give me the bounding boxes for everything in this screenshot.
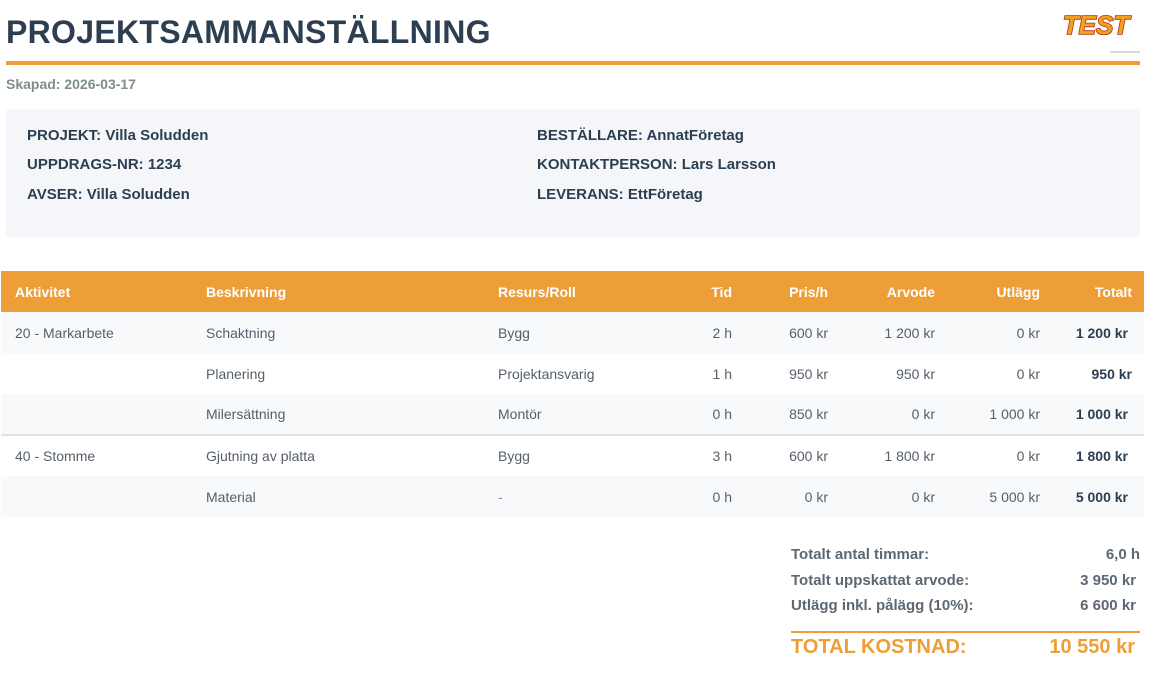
- cell-fee: 1 800 kr: [840, 435, 947, 476]
- grand-total-value: 10 550 kr: [1049, 636, 1135, 658]
- cell-total: 950 kr: [1052, 353, 1144, 394]
- project-info-panel: PROJEKT: Villa Soludden UPPDRAGS-NR: 123…: [6, 109, 1140, 237]
- test-logo: TEST: [1062, 10, 1132, 40]
- cell-rate: 600 kr: [744, 435, 840, 476]
- info-regarding: AVSER: Villa Soludden: [27, 186, 190, 203]
- summary-expenses-label: Utlägg inkl. pålägg (10%):: [791, 597, 974, 614]
- header-total: Totalt: [1052, 271, 1144, 312]
- header-activity: Aktivitet: [1, 271, 192, 312]
- title-divider: [6, 61, 1140, 65]
- cell-description: Gjutning av platta: [192, 435, 484, 476]
- cell-expenses: 0 kr: [947, 353, 1052, 394]
- cell-total: 1 800 kr: [1052, 435, 1144, 476]
- summary-hours-label: Totalt antal timmar:: [791, 546, 930, 563]
- info-project: PROJEKT: Villa Soludden: [27, 127, 209, 144]
- summary-hours-value: 6,0 h: [1105, 546, 1140, 563]
- cell-activity: [1, 353, 192, 394]
- info-contact-person: KONTAKTPERSON: Lars Larsson: [537, 156, 776, 173]
- header-expenses: Utlägg: [947, 271, 1052, 312]
- grand-total: TOTAL KOSTNAD: 10 550 kr: [791, 636, 1140, 660]
- cell-activity: 20 - Markarbete: [1, 312, 192, 353]
- cell-total: 1 200 kr: [1052, 312, 1144, 353]
- grand-total-label: TOTAL KOSTNAD:: [791, 636, 967, 658]
- cell-fee: 0 kr: [840, 394, 947, 436]
- created-date: Skapad: 2026-03-17: [6, 76, 136, 92]
- summary-hours: Totalt antal timmar: 6,0 h: [791, 546, 1140, 566]
- cell-fee: 0 kr: [840, 476, 947, 517]
- cell-activity: 40 - Stomme: [1, 435, 192, 476]
- cell-expenses: 0 kr: [947, 435, 1052, 476]
- header-fee: Arvode: [840, 271, 947, 312]
- cell-rate: 0 kr: [744, 476, 840, 517]
- table-header-row: Aktivitet Beskrivning Resurs/Roll Tid Pr…: [1, 271, 1144, 312]
- cell-fee: 950 kr: [840, 353, 947, 394]
- cell-rate: 950 kr: [744, 353, 840, 394]
- cell-description: Planering: [192, 353, 484, 394]
- summary-expenses: Utlägg inkl. pålägg (10%): 6 600 kr: [791, 597, 1140, 617]
- cell-time: 0 h: [654, 476, 744, 517]
- cell-total: 5 000 kr: [1052, 476, 1144, 517]
- cell-resource: Montör: [484, 394, 654, 436]
- cell-resource: Bygg: [484, 312, 654, 353]
- cell-time: 1 h: [654, 353, 744, 394]
- info-delivery: LEVERANS: EttFöretag: [537, 186, 703, 203]
- cell-expenses: 5 000 kr: [947, 476, 1052, 517]
- cell-resource: Projektansvarig: [484, 353, 654, 394]
- cell-activity: [1, 476, 192, 517]
- summary-fee-value: 3 950 kr: [1080, 572, 1136, 589]
- info-client: BESTÄLLARE: AnnatFöretag: [537, 127, 744, 144]
- cell-time: 2 h: [654, 312, 744, 353]
- header-description: Beskrivning: [192, 271, 484, 312]
- table-row: 40 - Stomme Gjutning av platta Bygg 3 h …: [1, 435, 1144, 476]
- header-time: Tid: [654, 271, 744, 312]
- table-row: Material - 0 h 0 kr 0 kr 5 000 kr 5 000 …: [1, 476, 1144, 517]
- summary-fee-label: Totalt uppskattat arvode:: [791, 572, 970, 589]
- cell-resource: -: [484, 476, 654, 517]
- cell-activity: [1, 394, 192, 436]
- cell-description: Milersättning: [192, 394, 484, 436]
- table-row: Milersättning Montör 0 h 850 kr 0 kr 1 0…: [1, 394, 1144, 436]
- header-resource: Resurs/Roll: [484, 271, 654, 312]
- summary-fee: Totalt uppskattat arvode: 3 950 kr: [791, 572, 1140, 592]
- logo-underline: [1110, 51, 1140, 53]
- cell-rate: 600 kr: [744, 312, 840, 353]
- table-row: 20 - Markarbete Schaktning Bygg 2 h 600 …: [1, 312, 1144, 353]
- cell-resource: Bygg: [484, 435, 654, 476]
- summary-expenses-value: 6 600 kr: [1080, 597, 1136, 614]
- cell-time: 0 h: [654, 394, 744, 436]
- cell-expenses: 1 000 kr: [947, 394, 1052, 436]
- header-rate: Pris/h: [744, 271, 840, 312]
- cell-time: 3 h: [654, 435, 744, 476]
- cell-expenses: 0 kr: [947, 312, 1052, 353]
- cell-description: Schaktning: [192, 312, 484, 353]
- cell-rate: 850 kr: [744, 394, 840, 436]
- summary-divider: [791, 631, 1140, 633]
- cell-total: 1 000 kr: [1052, 394, 1144, 436]
- logo-text: TEST: [1063, 10, 1132, 40]
- cell-description: Material: [192, 476, 484, 517]
- cell-fee: 1 200 kr: [840, 312, 947, 353]
- table-row: Planering Projektansvarig 1 h 950 kr 950…: [1, 353, 1144, 394]
- page-title: PROJEKTSAMMANSTÄLLNING: [6, 14, 491, 50]
- info-assignment-no: UPPDRAGS-NR: 1234: [27, 156, 182, 173]
- activities-table: Aktivitet Beskrivning Resurs/Roll Tid Pr…: [1, 271, 1144, 517]
